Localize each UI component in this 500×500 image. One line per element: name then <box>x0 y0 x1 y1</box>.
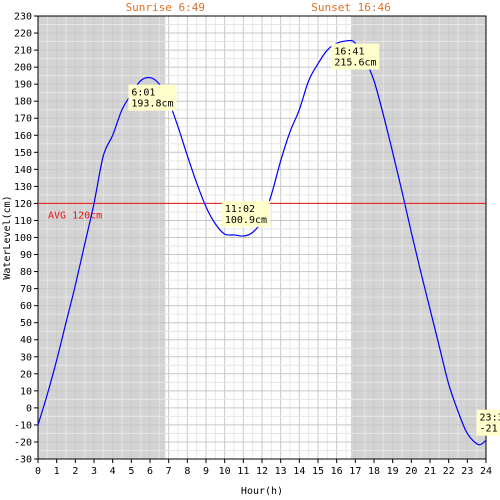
y-tick-label: 110 <box>14 216 32 227</box>
x-axis-ticks: 0 1 2 3 4 5 6 7 8 9 10 11 12 13 14 15 16 17 18 19 20 21 22 23 24 <box>35 459 492 477</box>
y-tick-label: 60 <box>20 301 32 312</box>
y-tick-label: 30 <box>20 352 32 363</box>
x-tick-label: 11 <box>237 466 249 477</box>
annotation-time-3: 23:36 <box>480 413 500 424</box>
average-label: AVG 120cm <box>48 210 102 221</box>
x-tick-label: 10 <box>219 466 231 477</box>
y-tick-label: 220 <box>14 29 32 40</box>
y-tick-label: 160 <box>14 131 32 142</box>
y-tick-label: 200 <box>14 63 32 74</box>
y-tick-label: 50 <box>20 318 32 329</box>
annotation-box-0 <box>128 84 177 111</box>
x-tick-label: 16 <box>331 466 343 477</box>
y-tick-label: 170 <box>14 114 32 125</box>
annotation-box-1 <box>221 200 270 227</box>
x-tick-label: 13 <box>275 466 287 477</box>
y-tick-label: 0 <box>26 403 32 414</box>
x-tick-label: 12 <box>256 466 268 477</box>
x-tick-label: 8 <box>184 466 190 477</box>
y-axis-ticks: -30 -20 -10 0 10 20 30 40 50 60 70 80 90 100 110 120 130… <box>14 12 38 466</box>
annotation-value-2: 215.6cm <box>334 58 376 69</box>
y-tick-label: 210 <box>14 46 32 57</box>
y-tick-label: 130 <box>14 182 32 193</box>
annotation-box-3 <box>476 409 500 436</box>
annotation-value-0: 193.8cm <box>131 99 173 110</box>
annotation-box-2 <box>331 43 380 70</box>
x-tick-label: 22 <box>443 466 455 477</box>
y-tick-label: -20 <box>14 437 32 448</box>
y-tick-label: 120 <box>14 199 32 210</box>
annotation-time-2: 16:41 <box>334 47 364 58</box>
annotation-time-0: 6:01 <box>131 88 155 99</box>
annotation-value-1: 100.9cm <box>225 215 267 226</box>
x-tick-label: 1 <box>54 466 60 477</box>
y-axis-title: WaterLevel(cm) <box>2 195 13 279</box>
sunrise-label: Sunrise 6:49 <box>126 1 205 14</box>
sunset-label: Sunset 16:46 <box>311 1 390 14</box>
y-tick-label: 180 <box>14 97 32 108</box>
x-tick-label: 7 <box>166 466 172 477</box>
x-tick-label: 23 <box>461 466 473 477</box>
y-tick-label: 90 <box>20 250 32 261</box>
x-tick-label: 3 <box>91 466 97 477</box>
y-tick-label: 190 <box>14 80 32 91</box>
annotation-value-3: -21.6cm <box>480 424 500 435</box>
x-tick-label: 21 <box>424 466 436 477</box>
x-tick-label: 24 <box>480 466 492 477</box>
x-tick-label: 20 <box>405 466 417 477</box>
x-tick-label: 4 <box>110 466 116 477</box>
x-tick-label: 9 <box>203 466 209 477</box>
y-tick-label: -30 <box>14 455 32 466</box>
y-tick-label: 70 <box>20 284 32 295</box>
y-tick-label: 100 <box>14 233 32 244</box>
x-tick-label: 5 <box>128 466 134 477</box>
x-tick-label: 18 <box>368 466 380 477</box>
y-tick-label: 40 <box>20 335 32 346</box>
y-tick-label: 150 <box>14 148 32 159</box>
y-tick-label: 140 <box>14 165 32 176</box>
y-tick-label: -10 <box>14 420 32 431</box>
x-tick-label: 17 <box>349 466 361 477</box>
x-tick-label: 2 <box>72 466 78 477</box>
y-tick-label: 80 <box>20 267 32 278</box>
x-tick-label: 6 <box>147 466 153 477</box>
annotation-time-1: 11:02 <box>225 204 255 215</box>
x-tick-label: 15 <box>312 466 324 477</box>
x-tick-label: 14 <box>293 466 305 477</box>
y-tick-label: 10 <box>20 386 32 397</box>
y-tick-label: 230 <box>14 12 32 23</box>
x-tick-label: 19 <box>387 466 399 477</box>
y-tick-label: 20 <box>20 369 32 380</box>
x-tick-label: 0 <box>35 466 41 477</box>
x-axis-title: Hour(h) <box>241 486 283 497</box>
